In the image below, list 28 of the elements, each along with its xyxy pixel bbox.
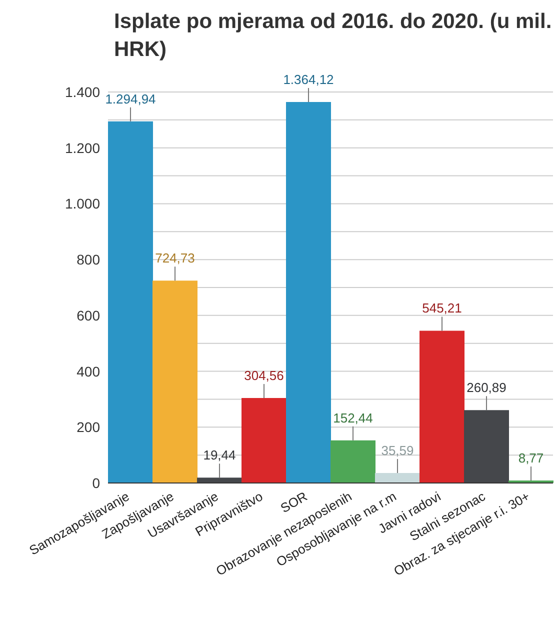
data-label: 8,77 bbox=[518, 450, 544, 466]
bar bbox=[330, 440, 376, 483]
data-label: 724,73 bbox=[155, 250, 195, 266]
chart-title: Isplate po mjerama od 2016. do 2020. (u mil. HRK) bbox=[114, 9, 553, 63]
data-label: 545,21 bbox=[422, 300, 462, 316]
y-tick-label: 1.200 bbox=[64, 140, 100, 156]
y-tick-label: 1.400 bbox=[64, 84, 100, 100]
bar bbox=[108, 121, 153, 483]
y-tick-label: 600 bbox=[76, 307, 100, 324]
bar bbox=[464, 410, 509, 483]
data-label: 1.364,12 bbox=[283, 72, 334, 88]
y-tick-label: 200 bbox=[76, 419, 100, 436]
y-tick-label: 400 bbox=[76, 363, 100, 380]
data-label: 260,89 bbox=[466, 380, 506, 396]
data-label: 152,44 bbox=[333, 410, 373, 426]
data-label: 35,59 bbox=[381, 443, 414, 458]
bar bbox=[420, 330, 464, 483]
y-tick-label: 800 bbox=[76, 252, 100, 268]
data-label: 304,56 bbox=[244, 368, 284, 383]
y-tick-label: 1.000 bbox=[64, 196, 100, 212]
bar bbox=[286, 102, 331, 483]
bar bbox=[152, 280, 198, 483]
bar bbox=[375, 473, 420, 483]
bar bbox=[197, 478, 242, 483]
bar bbox=[242, 398, 286, 483]
data-label: 1.294,94 bbox=[105, 91, 156, 106]
data-label: 19,44 bbox=[203, 448, 236, 463]
y-tick-label: 0 bbox=[92, 474, 100, 491]
